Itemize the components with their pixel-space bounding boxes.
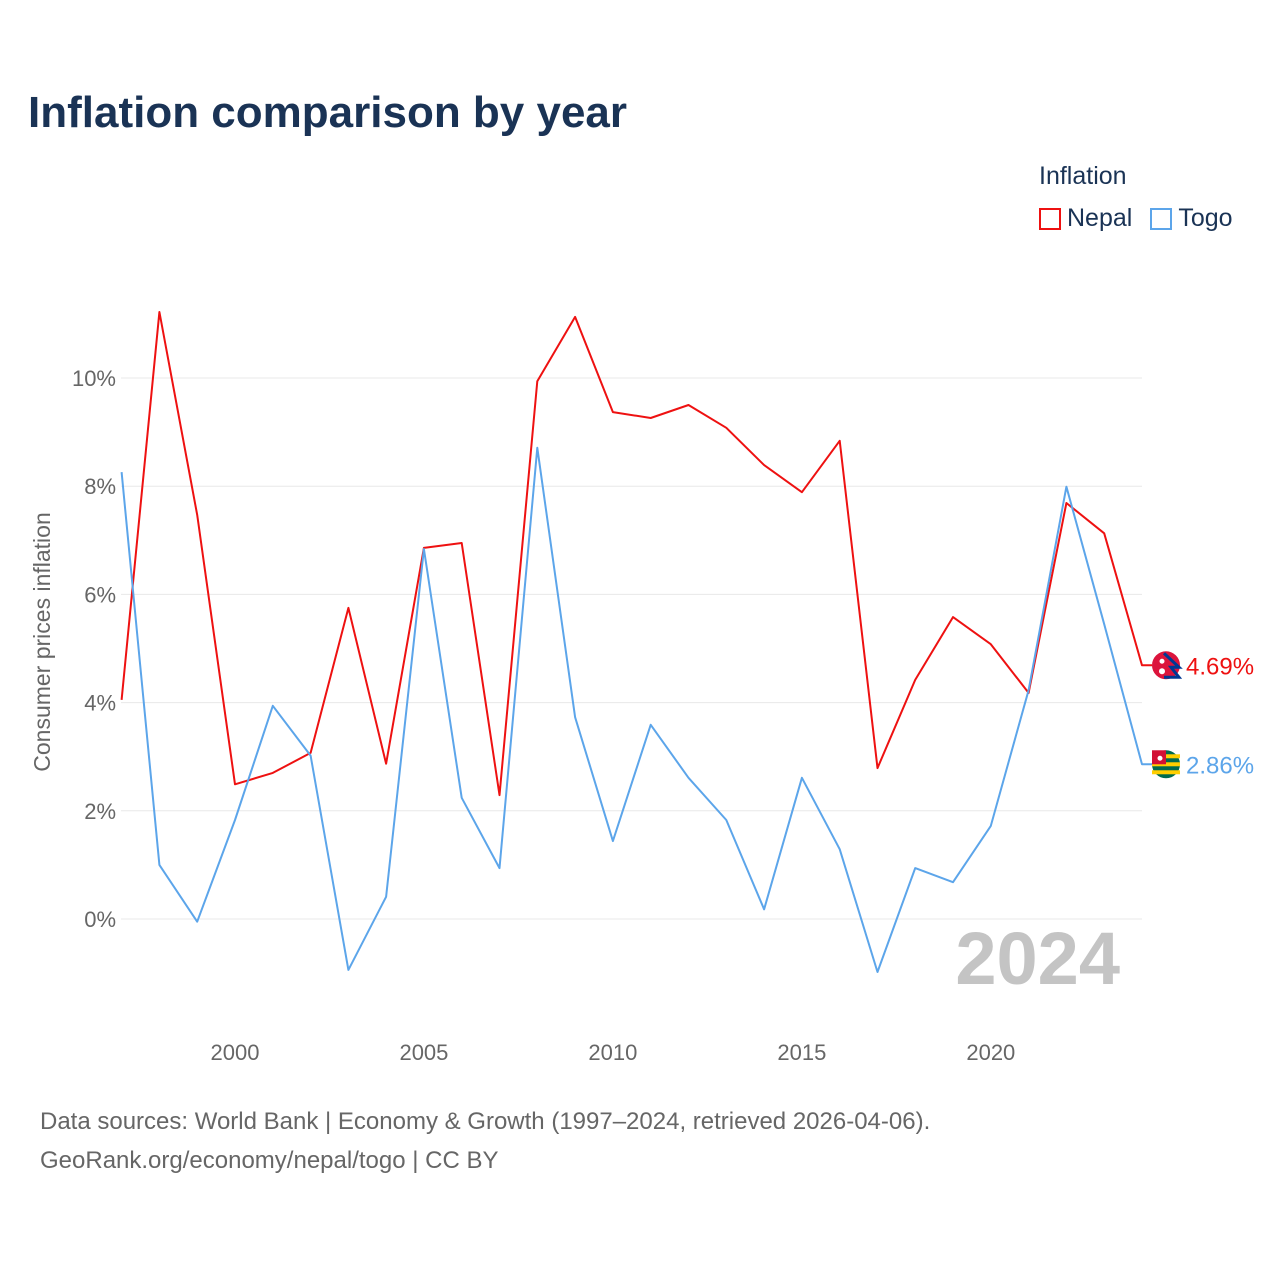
footer-link[interactable]: GeoRank.org/economy/nepal/togo | CC BY	[40, 1147, 499, 1174]
x-tick-label: 2020	[966, 1040, 1015, 1065]
nepal-flag-border-icon	[1162, 652, 1183, 679]
legend-label-togo: Togo	[1178, 204, 1233, 232]
footer-sources: Data sources: World Bank | Economy & Gro…	[40, 1108, 931, 1135]
year-watermark: 2024	[955, 917, 1120, 1000]
nepal-flag-icon	[1152, 651, 1180, 680]
togo-flag-stripe-icon	[1152, 770, 1180, 775]
legend-swatch-togo	[1150, 207, 1173, 230]
nepal-flag-moon-icon	[1159, 658, 1165, 664]
y-tick-label: 8%	[84, 474, 116, 499]
y-tick-label: 2%	[84, 799, 116, 824]
chart-title: Inflation comparison by year	[28, 88, 628, 137]
legend-title: Inflation	[1039, 162, 1127, 190]
y-tick-label: 6%	[84, 582, 116, 607]
legend-item-nepal[interactable]: Nepal	[1039, 204, 1132, 233]
legend-label-nepal: Nepal	[1067, 204, 1133, 232]
x-tick-label: 2015	[777, 1040, 826, 1065]
legend: Nepal Togo	[1039, 204, 1233, 233]
legend-item-togo[interactable]: Togo	[1150, 204, 1233, 233]
y-tick-label: 0%	[84, 907, 116, 932]
end-label-nepal: 4.69%	[1186, 653, 1254, 680]
y-tick-label: 4%	[84, 691, 116, 716]
series-line-togo	[120, 446, 1152, 973]
series-line-nepal	[120, 311, 1152, 797]
x-tick-label: 2000	[211, 1040, 260, 1065]
nepal-flag-sun-icon	[1159, 668, 1165, 675]
legend-swatch-nepal	[1039, 207, 1061, 230]
togo-flag-star-icon	[1157, 755, 1163, 761]
y-tick-label: 10%	[72, 366, 116, 391]
end-label-togo: 2.86%	[1186, 752, 1254, 779]
y-axis-label: Consumer prices inflation	[29, 512, 55, 772]
x-tick-label: 2005	[399, 1040, 448, 1065]
x-tick-label: 2010	[588, 1040, 637, 1065]
